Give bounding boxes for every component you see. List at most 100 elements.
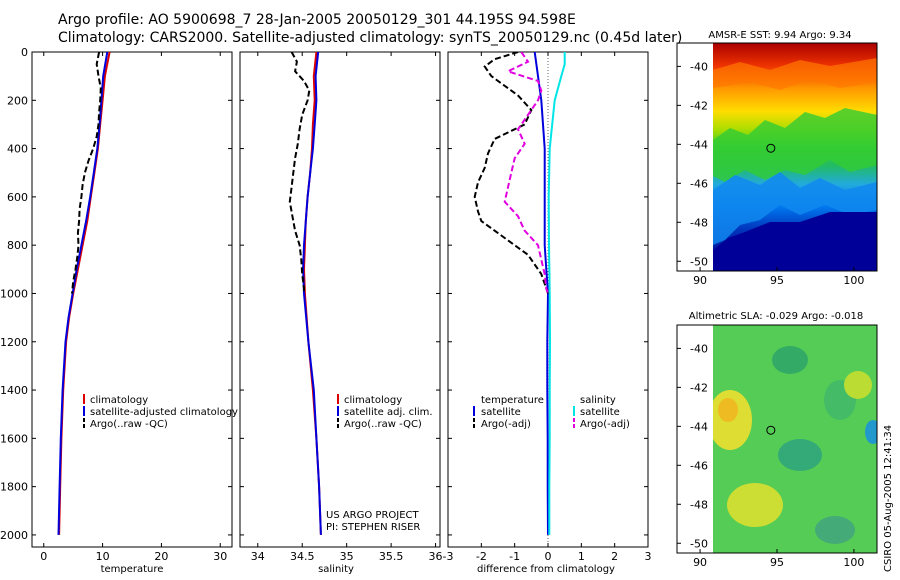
series-line-temperature-satellite bbox=[533, 52, 550, 535]
salinity-xlabel: salinity bbox=[318, 564, 354, 575]
sst-float-marker bbox=[766, 143, 776, 153]
depth-tick-label: 800 bbox=[7, 239, 28, 252]
temperature-xlabel: temperature bbox=[101, 564, 164, 575]
map-axis-ticks: 90 95 100 -40 -42 -44 -46 -48 -50 90 95 100 -40 -42 -4… bbox=[677, 60, 864, 569]
difference-series bbox=[473, 52, 566, 535]
temperature-legend: climatology satellite-adjusted climatolo… bbox=[83, 394, 238, 430]
temperature-panel-frame bbox=[31, 51, 233, 548]
sst-front-green bbox=[713, 108, 877, 182]
x-tick-label: 0 bbox=[545, 550, 552, 563]
depth-tick-label: 2000 bbox=[0, 529, 28, 542]
legend-label-temp-satellite: satellite bbox=[481, 407, 521, 418]
depth-axis-ticks: 0 200 400 600 800 1000 1200 1400 1600 1800 2000 bbox=[0, 46, 648, 542]
sla-yellow-patch bbox=[727, 483, 783, 527]
legend-label-argo: Argo(..raw -QC) bbox=[90, 419, 168, 430]
x-tick-label: 10 bbox=[96, 550, 110, 563]
series-line-satellite-adjusted-climatology bbox=[57, 52, 109, 535]
series-line-argo-raw-qc- bbox=[71, 52, 102, 294]
map-y-tick-label: -40 bbox=[690, 342, 708, 355]
map-y-tick-label: -44 bbox=[690, 420, 708, 433]
x-tick-label: 34.5 bbox=[290, 550, 315, 563]
x-tick-label: 20 bbox=[154, 550, 168, 563]
sla-float-marker bbox=[766, 425, 776, 435]
depth-tick-label: 1600 bbox=[0, 432, 28, 445]
map-y-tick-label: -48 bbox=[690, 216, 708, 229]
salinity-panel-frame bbox=[239, 51, 441, 548]
map-y-tick-label: -40 bbox=[690, 60, 708, 73]
depth-tick-label: 1000 bbox=[0, 287, 28, 300]
x-tick-label: 35 bbox=[340, 550, 354, 563]
map-y-tick-label: -44 bbox=[690, 138, 708, 151]
depth-tick-label: 1400 bbox=[0, 384, 28, 397]
legend-label-climatology: climatology bbox=[90, 395, 148, 406]
project-annotation: US ARGO PROJECT bbox=[326, 510, 420, 521]
sst-heatmap bbox=[713, 43, 877, 271]
x-tick-label: 34 bbox=[251, 550, 265, 563]
legend-heading-salinity: salinity bbox=[580, 395, 616, 406]
x-tick-label: 35.5 bbox=[379, 550, 404, 563]
x-tick-label: -1 bbox=[509, 550, 520, 563]
x-tick-label: -2 bbox=[476, 550, 487, 563]
sla-teal-patch bbox=[778, 439, 822, 471]
title-line-2: Climatology: CARS2000. Satellite-adjuste… bbox=[58, 30, 683, 46]
sla-teal-patch bbox=[772, 346, 808, 374]
series-line-salinity-argo-adj- bbox=[503, 52, 549, 294]
map-y-tick-label: -46 bbox=[690, 459, 708, 472]
difference-legend-temperature: temperature satellite Argo(-adj) bbox=[473, 395, 544, 430]
map-y-tick-label: -50 bbox=[690, 255, 708, 268]
sst-deep-blue bbox=[713, 212, 877, 271]
depth-tick-label: 1800 bbox=[0, 481, 28, 494]
salinity-legend: climatology satellite adj. clim. Argo(..… bbox=[337, 394, 433, 430]
map-x-tick-label: 100 bbox=[843, 274, 864, 287]
map-y-tick-label: -50 bbox=[690, 537, 708, 550]
credit-text: CSIRO 05-Aug-2005 12:41:34 bbox=[883, 425, 894, 572]
legend-heading-temperature: temperature bbox=[481, 395, 544, 406]
salinity-series bbox=[288, 52, 322, 535]
legend-label-satellite: satellite adj. clim. bbox=[344, 407, 433, 418]
depth-tick-label: 200 bbox=[7, 94, 28, 107]
sla-yellow-patch bbox=[844, 371, 872, 399]
depth-tick-label: 0 bbox=[21, 46, 28, 59]
map-x-tick-label: 90 bbox=[693, 556, 707, 569]
series-line-temperature-argo-adj- bbox=[473, 52, 549, 294]
x-tick-label: 36 bbox=[429, 550, 443, 563]
series-line-satellite-adj-clim- bbox=[302, 52, 322, 535]
map-x-tick-label: 95 bbox=[770, 274, 784, 287]
legend-label-argo: Argo(..raw -QC) bbox=[344, 419, 422, 430]
x-tick-label: -3 bbox=[443, 550, 454, 563]
sla-heatmap bbox=[713, 325, 877, 553]
difference-xlabel: difference from climatology bbox=[477, 564, 615, 575]
depth-tick-label: 600 bbox=[7, 191, 28, 204]
series-line-salinity-satellite bbox=[547, 52, 566, 535]
sla-teal-patch bbox=[815, 516, 855, 544]
difference-legend-salinity: salinity satellite Argo(-adj) bbox=[573, 395, 630, 430]
series-line-climatology bbox=[58, 52, 111, 535]
x-tick-label: 3 bbox=[645, 550, 652, 563]
map-x-tick-label: 100 bbox=[843, 556, 864, 569]
map-x-tick-label: 90 bbox=[693, 274, 707, 287]
sst-front-blue bbox=[713, 172, 877, 245]
map-y-tick-label: -48 bbox=[690, 498, 708, 511]
x-tick-label: 2 bbox=[611, 550, 618, 563]
series-line-argo-raw-qc- bbox=[288, 52, 311, 294]
depth-tick-label: 400 bbox=[7, 143, 28, 156]
map-y-tick-label: -46 bbox=[690, 177, 708, 190]
x-tick-label: 30 bbox=[213, 550, 227, 563]
x-axis-ticks: 0 10 20 30 34 34.5 35 35.5 36 -3 -2 -1 0 1 2 3 bbox=[40, 52, 652, 563]
title-line-1: Argo profile: AO 5900698_7 28-Jan-2005 2… bbox=[58, 12, 576, 28]
sla-map-title: Altimetric SLA: -0.029 Argo: -0.018 bbox=[689, 311, 864, 322]
legend-label-sal-argo: Argo(-adj) bbox=[580, 419, 630, 430]
legend-label-temp-argo: Argo(-adj) bbox=[481, 419, 531, 430]
x-tick-label: 0 bbox=[40, 550, 47, 563]
legend-label-sal-satellite: satellite bbox=[580, 407, 620, 418]
depth-tick-label: 1200 bbox=[0, 336, 28, 349]
map-y-tick-label: -42 bbox=[690, 99, 708, 112]
pi-annotation: PI: STEPHEN RISER bbox=[326, 522, 420, 533]
map-y-tick-label: -42 bbox=[690, 381, 708, 394]
legend-label-satellite: satellite-adjusted climatology bbox=[90, 407, 238, 418]
x-tick-label: 1 bbox=[578, 550, 585, 563]
legend-label-climatology: climatology bbox=[344, 395, 402, 406]
sla-orange-patch bbox=[718, 398, 738, 422]
map-x-tick-label: 95 bbox=[770, 556, 784, 569]
